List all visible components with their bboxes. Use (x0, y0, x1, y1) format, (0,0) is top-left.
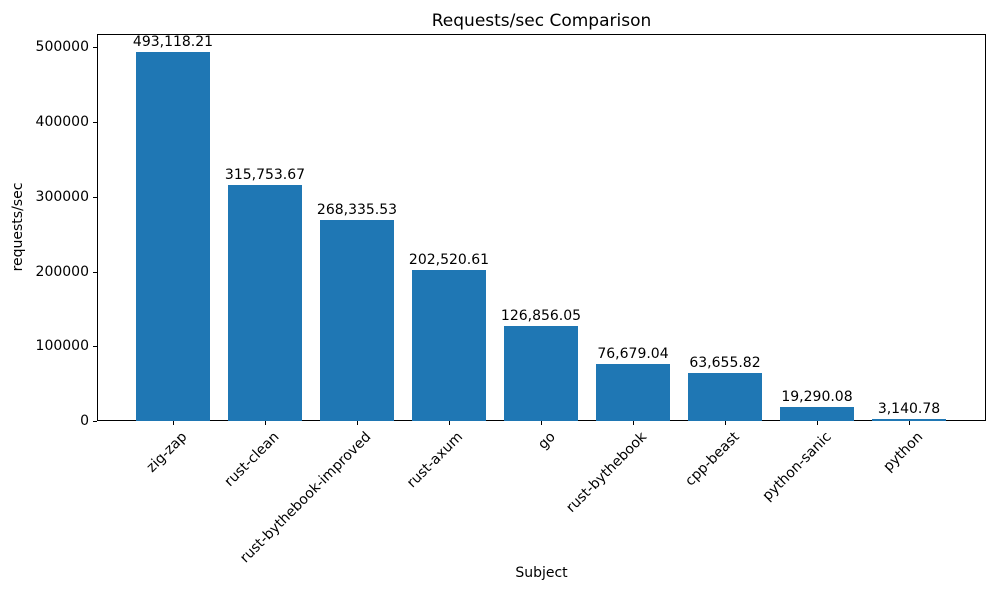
x-axis-tick-label: python-sanic (759, 429, 835, 505)
y-axis-tick-label: 200000 (35, 263, 89, 280)
bar (412, 269, 486, 421)
bar (504, 326, 578, 421)
bar (780, 406, 854, 421)
bar (136, 52, 210, 421)
x-axis-tick-label: rust-bythebook (563, 429, 651, 516)
x-axis-label: Subject (515, 565, 568, 581)
y-axis-tick-label: 400000 (35, 114, 89, 131)
bar (872, 418, 946, 421)
bar (228, 184, 302, 421)
x-axis-tick (909, 421, 910, 425)
bar (320, 220, 394, 421)
y-axis-tick (93, 122, 97, 124)
x-axis-tick-label: zig-zap (143, 429, 191, 476)
bar-value-label: 315,753.67 (224, 166, 306, 183)
x-axis-tick (541, 421, 542, 425)
bar-value-label: 268,335.53 (316, 202, 398, 219)
x-axis-tick-label: go (534, 429, 559, 453)
y-axis-tick-label: 0 (80, 413, 89, 429)
y-axis-tick (93, 346, 97, 348)
x-axis-tick-label: python (880, 429, 927, 475)
bar (688, 373, 762, 421)
y-axis-tick (93, 271, 97, 273)
y-axis-tick-label: 100000 (35, 338, 89, 355)
bar-value-label: 126,856.05 (500, 308, 582, 325)
x-axis-tick-label: rust-axum (404, 429, 467, 492)
y-axis-tick-label: 300000 (35, 188, 89, 205)
bar-value-label: 3,140.78 (877, 400, 941, 417)
bar-value-label: 493,118.21 (132, 34, 214, 51)
bar-value-label: 19,290.08 (781, 388, 853, 405)
x-axis-tick (725, 421, 726, 425)
chart-title: Requests/sec Comparison (431, 11, 652, 31)
y-axis-tick-label: 500000 (35, 39, 89, 56)
x-axis-tick (265, 421, 266, 425)
x-axis-tick-label: rust-clean (221, 429, 283, 490)
bar-value-label: 76,679.04 (597, 345, 669, 362)
bar-value-label: 202,520.61 (408, 251, 490, 268)
x-axis-tick-label: cpp-beast (681, 429, 743, 490)
x-axis-tick (817, 421, 818, 425)
bar (596, 363, 670, 421)
x-axis-tick (173, 421, 174, 425)
y-axis-tick (93, 421, 97, 422)
x-axis-tick (633, 421, 634, 425)
bar-value-label: 63,655.82 (689, 355, 761, 372)
y-axis-tick (93, 196, 97, 198)
x-axis-tick (357, 421, 358, 425)
x-axis-tick (449, 421, 450, 425)
y-axis-tick (93, 47, 97, 49)
